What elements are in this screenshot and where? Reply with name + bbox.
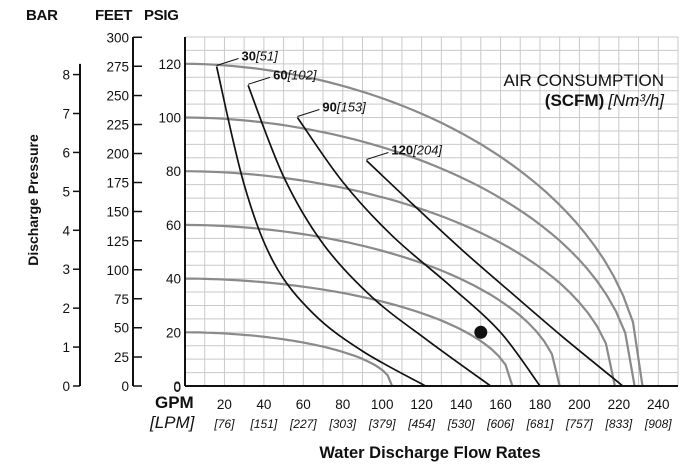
x-tick-label-gpm: 60 xyxy=(296,397,311,412)
air-curve-leader xyxy=(247,76,271,85)
air-consumption-units: (SCFM) [Nm³/h] xyxy=(545,91,665,110)
feet-tick-label: 125 xyxy=(106,234,129,249)
pressure-curve xyxy=(184,116,636,387)
feet-tick-label: 50 xyxy=(114,321,129,336)
y-axis-label: Discharge Pressure xyxy=(25,134,41,266)
x-tick-label-lpm: [151] xyxy=(250,417,278,431)
air-consumption-curve xyxy=(296,117,541,387)
psig-tick-label: 80 xyxy=(166,164,181,179)
grid xyxy=(185,36,679,386)
air-curve-label: 30[51] xyxy=(242,49,279,64)
air-curve-label-scfm: 120 xyxy=(391,142,413,157)
x-tick-label-gpm: 160 xyxy=(489,397,512,412)
pressure-curve xyxy=(184,223,561,387)
air-curve-leader xyxy=(297,109,320,118)
pressure-curve xyxy=(185,277,514,387)
air-curve-label-metric: [204] xyxy=(412,142,442,157)
x-tick-label-gpm: 20 xyxy=(217,397,232,412)
air-curve-label-metric: [102] xyxy=(287,67,317,82)
x-tick-label-lpm: [379] xyxy=(368,417,396,431)
x-tick-label-lpm: [227] xyxy=(289,417,317,431)
psig-tick-label: 0 xyxy=(173,379,181,394)
feet-tick-label: 225 xyxy=(106,118,129,133)
x-tick-label-lpm: [454] xyxy=(407,417,435,431)
labels: BAR FEET PSIG Discharge Pressure GPM [LP… xyxy=(25,7,672,462)
bar-tick-label: 5 xyxy=(62,184,70,199)
x-tick-label-lpm: [76] xyxy=(213,417,235,431)
bar-tick-label: 2 xyxy=(62,301,70,316)
bar-tick-label: 4 xyxy=(62,223,70,238)
axes xyxy=(73,36,678,387)
air-curve-label-scfm: 60 xyxy=(273,67,287,82)
psig-header: PSIG xyxy=(144,7,179,24)
x-tick-label-gpm: 220 xyxy=(608,397,631,412)
lpm-unit-label: [LPM] xyxy=(149,413,196,432)
performance-curves xyxy=(184,58,644,387)
bar-tick-label: 1 xyxy=(62,340,70,355)
feet-tick-label: 75 xyxy=(114,292,129,307)
feet-tick-label: 175 xyxy=(106,176,129,191)
pressure-curve xyxy=(185,331,394,387)
psig-tick-label: 100 xyxy=(158,111,181,126)
feet-tick-label: 25 xyxy=(114,350,129,365)
air-curve-label-metric: [153] xyxy=(336,100,366,115)
x-tick-label-gpm: 180 xyxy=(529,397,552,412)
x-tick-label-gpm: 80 xyxy=(335,397,350,412)
x-tick-label-lpm: [303] xyxy=(328,417,356,431)
air-consumption-title: AIR CONSUMPTION xyxy=(503,71,664,90)
gpm-unit-label: GPM xyxy=(155,393,194,412)
x-tick-label-gpm: 240 xyxy=(647,397,670,412)
psig-tick-label: 60 xyxy=(166,218,181,233)
air-curve-label-metric: [51] xyxy=(255,49,278,64)
feet-tick-label: 275 xyxy=(106,59,129,74)
air-consumption-curve xyxy=(365,159,624,387)
air-consumption-curve xyxy=(247,84,492,387)
air-curve-label: 90[153] xyxy=(322,100,366,115)
x-tick-label-gpm: 120 xyxy=(410,397,433,412)
feet-tick-label: 300 xyxy=(106,30,129,45)
pressure-curve xyxy=(184,62,644,387)
air-consumption-curve xyxy=(215,66,427,387)
x-tick-label-gpm: 40 xyxy=(256,397,271,412)
bar-tick-label: 0 xyxy=(62,379,70,394)
x-tick-label-gpm: 100 xyxy=(371,397,394,412)
x-tick-label-lpm: [757] xyxy=(565,417,593,431)
nm3h-unit: [Nm³/h] xyxy=(607,91,665,110)
x-tick-label-gpm: 140 xyxy=(450,397,473,412)
feet-tick-label: 0 xyxy=(121,379,129,394)
operating-point-marker xyxy=(474,325,488,339)
air-curve-leader xyxy=(366,152,389,160)
x-tick-label-gpm: 0 xyxy=(173,380,181,395)
feet-tick-label: 250 xyxy=(106,89,129,104)
bar-tick-label: 7 xyxy=(62,107,70,122)
air-curve-label-scfm: 90 xyxy=(322,100,336,115)
bar-tick-label: 8 xyxy=(62,68,70,83)
x-tick-label-lpm: [908] xyxy=(644,417,672,431)
scfm-unit: (SCFM) xyxy=(545,91,604,110)
bar-header: BAR xyxy=(26,7,58,24)
feet-tick-label: 200 xyxy=(106,147,129,162)
bar-tick-label: 3 xyxy=(62,262,70,277)
x-tick-label-lpm: [606] xyxy=(486,417,514,431)
x-tick-label-lpm: [530] xyxy=(447,417,475,431)
x-tick-label-gpm: 200 xyxy=(568,397,591,412)
x-tick-label-lpm: [681] xyxy=(526,417,554,431)
air-curve-leader xyxy=(216,58,239,67)
air-curve-label: 120[204] xyxy=(391,142,442,157)
air-curve-label-scfm: 30 xyxy=(242,49,256,64)
feet-tick-label: 100 xyxy=(106,263,129,278)
psig-tick-label: 40 xyxy=(166,272,181,287)
bar-tick-label: 6 xyxy=(62,145,70,160)
psig-tick-label: 120 xyxy=(158,57,181,72)
psig-tick-label: 20 xyxy=(166,325,181,340)
feet-tick-label: 150 xyxy=(106,205,129,220)
air-curve-label: 60[102] xyxy=(273,67,317,82)
x-axis-label: Water Discharge Flow Rates xyxy=(319,444,540,462)
pressure-curve xyxy=(184,170,616,387)
x-tick-label-lpm: [833] xyxy=(604,417,632,431)
feet-header: FEET xyxy=(95,7,132,24)
